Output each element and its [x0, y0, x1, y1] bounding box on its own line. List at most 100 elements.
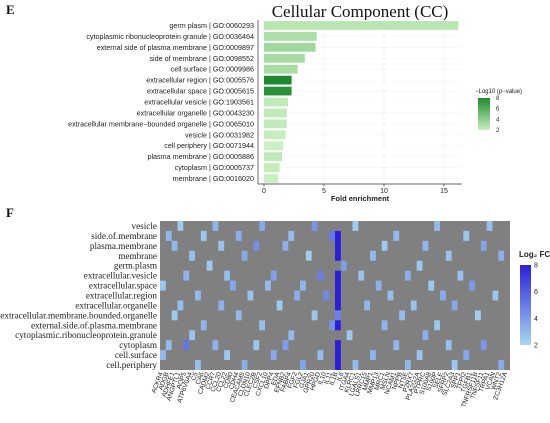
heatmap-cell — [352, 360, 359, 370]
category-label: plasma membrane | GO:0005886 — [147, 152, 254, 161]
heatmap-cell — [300, 280, 306, 291]
category-label: germ plasm | GO:0060293 — [169, 21, 254, 30]
heatmap-cell — [492, 290, 499, 301]
heatmap-cell — [317, 350, 324, 361]
legend-tick-label: 8 — [496, 96, 500, 102]
heatmap-cell — [422, 240, 429, 251]
category-label: membrane | GO:0016020 — [173, 174, 254, 183]
column-label: CA6 — [195, 371, 206, 386]
heatmap-cell — [335, 350, 341, 361]
heatmap-cell — [335, 270, 341, 281]
x-tick-label: 10 — [380, 188, 388, 195]
heatmap-cell — [206, 260, 213, 271]
heatmap-cell — [335, 300, 341, 311]
heatmap-cell — [370, 250, 376, 261]
heatmap-cell — [445, 250, 452, 261]
heatmap-cell — [405, 270, 411, 281]
heatmap-cell — [463, 350, 470, 361]
heatmap-cell — [276, 300, 283, 311]
heatmap-cell — [405, 360, 411, 370]
heatmap-cell — [469, 280, 475, 291]
heatmap-cell — [288, 230, 295, 241]
heatmap-cell — [335, 280, 341, 291]
column-label: EDA — [270, 371, 281, 387]
heatmap-cell — [352, 221, 359, 231]
heatmap-cell — [480, 340, 487, 351]
heatmap-cell — [381, 320, 388, 331]
row-label: membrane — [118, 251, 157, 261]
category-label: extracellular space | GO:0005615 — [147, 87, 254, 96]
row-label: germ.plasm — [114, 261, 157, 271]
heatmap-cell — [265, 280, 271, 291]
heatmap-cell — [195, 360, 201, 370]
bar — [264, 174, 279, 183]
legend-tick-label: 8 — [534, 263, 538, 270]
legend-tick-label: 4 — [496, 117, 500, 123]
heatmap-cell — [165, 340, 172, 351]
heatmap-cell — [282, 240, 289, 251]
bar — [264, 64, 298, 74]
legend-title: Log₂ FC — [519, 250, 550, 259]
heatmap-cell — [160, 350, 166, 361]
heatmap-cell — [165, 230, 172, 241]
bar — [264, 86, 292, 96]
heatmap-cell — [235, 230, 242, 241]
category-label: cell periphery | GO:0071944 — [164, 141, 254, 150]
heatmap-cell — [335, 310, 341, 321]
row-label: vesicle — [131, 221, 157, 231]
heatmap-cell — [259, 320, 265, 331]
heatmap-cell — [335, 250, 341, 261]
bar — [264, 141, 284, 151]
heatmap-cell — [177, 221, 184, 231]
row-label: cytoplasmic.ribonucleoprotein.granule — [15, 330, 157, 340]
chart-e-title: Cellular Component (CC) — [272, 2, 449, 21]
row-label: side.of.membrane — [91, 231, 157, 241]
legend-tick-label: 2 — [534, 343, 538, 350]
legend-tick-label: 4 — [534, 316, 538, 323]
heatmap-cell — [270, 350, 277, 361]
heatmap-cell — [335, 290, 341, 301]
x-tick-label: 0 — [262, 188, 266, 195]
heatmap-cell — [410, 300, 417, 311]
column-label: IL6 — [336, 371, 346, 382]
heatmap-cell — [294, 290, 300, 301]
heatmap-cell — [177, 300, 184, 311]
row-label: extracellular.space — [89, 281, 157, 291]
heatmap-cell — [416, 260, 423, 271]
category-label: cell surface | GO:0009986 — [171, 65, 254, 74]
row-label: extracellular.region — [86, 291, 158, 301]
heatmap-cell — [241, 250, 248, 261]
heatmap-cell — [399, 310, 405, 321]
bar — [264, 163, 280, 172]
legend-title: −Log10 (p−value) — [475, 89, 522, 95]
column-label: IL1B — [329, 371, 340, 387]
legend-tick-label: 6 — [496, 107, 500, 113]
heatmap-cell — [300, 360, 306, 370]
bar — [264, 75, 292, 85]
heatmap-cell — [340, 260, 347, 271]
heatmap-cell — [224, 270, 230, 281]
row-label: extracellular.membrane.bounded.organelle — [0, 310, 157, 320]
heatmap-cell — [317, 270, 324, 281]
heatmap-cell — [235, 310, 242, 321]
heatmap-cell — [288, 330, 295, 341]
x-axis-title: Fold enrichment — [331, 194, 390, 203]
heatmap-cell — [241, 360, 248, 370]
category-label: extracellular vesicle | GO:1903561 — [144, 98, 254, 107]
legend-colorbar — [520, 265, 531, 345]
heatmap-cell — [451, 360, 458, 370]
heatmap-cell — [416, 350, 423, 361]
bar — [264, 108, 287, 118]
heatmap-cell — [445, 340, 452, 351]
category-label: external side of plasma membrane | GO:00… — [97, 43, 254, 52]
heatmap-cell — [253, 340, 260, 351]
heatmap-cell — [329, 230, 335, 241]
heatmap-cell — [422, 330, 429, 341]
panel-f-letter: F — [6, 205, 14, 220]
bar — [264, 97, 288, 107]
category-label: side of membrane | GO:0098552 — [149, 54, 254, 63]
heatmap-cell — [247, 290, 254, 301]
heatmap-cell — [311, 310, 318, 321]
heatmap-cell — [393, 340, 400, 351]
heatmap-cell — [200, 230, 207, 241]
